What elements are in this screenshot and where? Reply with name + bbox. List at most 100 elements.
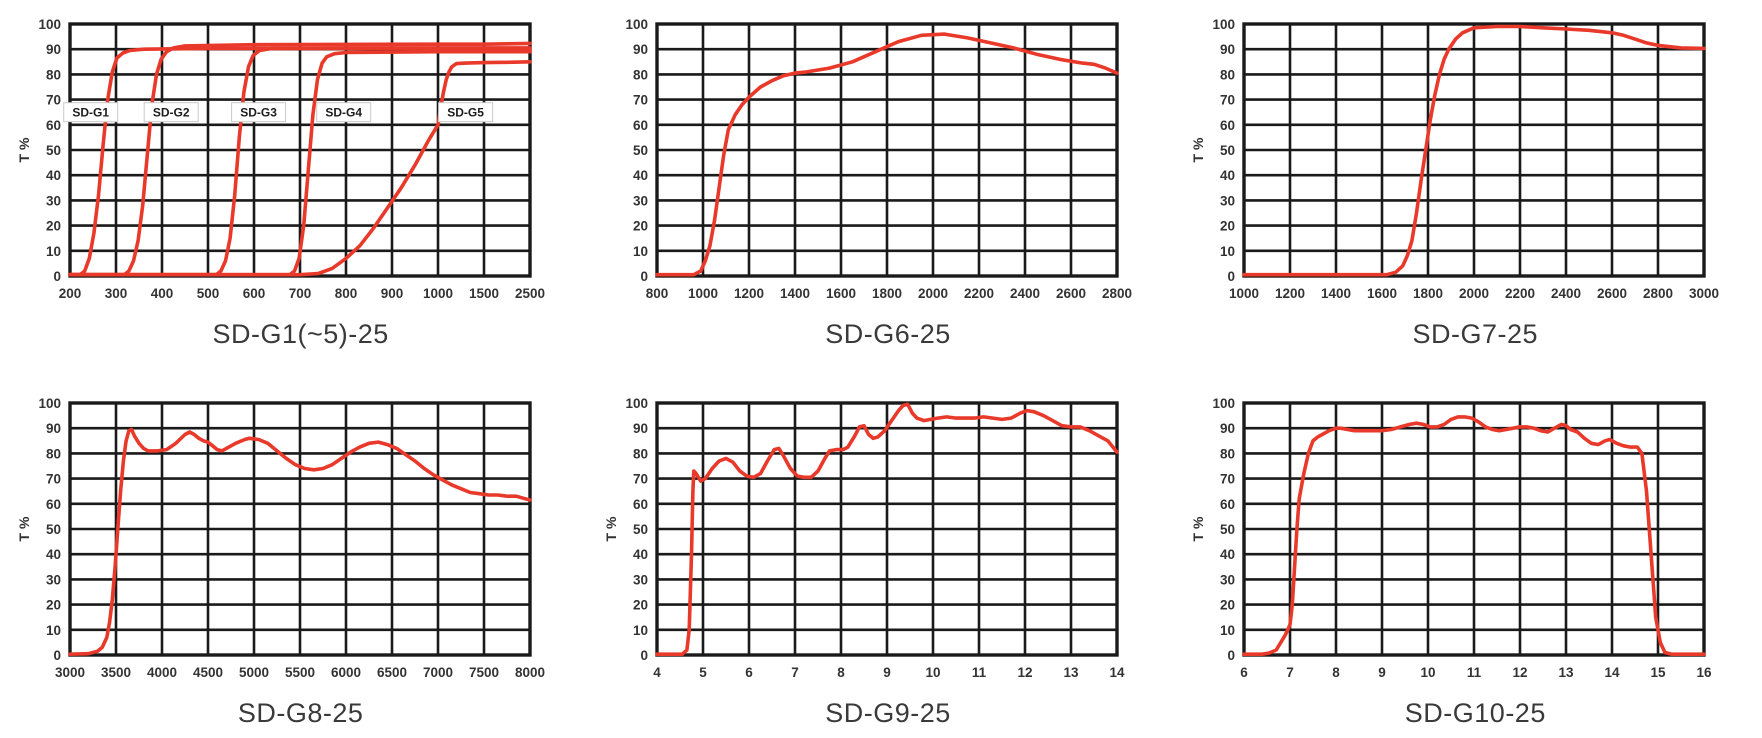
svg-text:20: 20 xyxy=(46,219,61,234)
svg-text:900: 900 xyxy=(380,286,403,301)
svg-text:2600: 2600 xyxy=(1056,286,1086,301)
svg-text:30: 30 xyxy=(46,193,61,208)
svg-text:20: 20 xyxy=(1220,219,1235,234)
svg-text:7: 7 xyxy=(1287,665,1295,680)
svg-text:8: 8 xyxy=(1333,665,1341,680)
svg-text:4500: 4500 xyxy=(193,665,223,680)
chart-title-sd-g10-25: SD-G10-25 xyxy=(1404,698,1546,728)
svg-text:SD-G5: SD-G5 xyxy=(447,106,484,120)
svg-text:30: 30 xyxy=(633,572,648,587)
svg-text:12: 12 xyxy=(1017,665,1032,680)
chart-panel-sd-g7-25: 0 10 20 30 40 50 60 70 80 90 100 1000 1200 1400 1600 18… xyxy=(1175,0,1762,369)
svg-text:80: 80 xyxy=(46,446,61,461)
svg-text:70: 70 xyxy=(1220,93,1235,108)
svg-text:14: 14 xyxy=(1109,665,1125,680)
svg-text:T %: T % xyxy=(1190,516,1206,541)
svg-text:20: 20 xyxy=(633,598,648,613)
svg-text:1000: 1000 xyxy=(1229,286,1259,301)
svg-text:6500: 6500 xyxy=(377,665,407,680)
svg-text:80: 80 xyxy=(1220,446,1235,461)
chart-panel-sd-g8-25: 0 10 20 30 40 50 60 70 80 90 100 3000 3500 4000 4500 50… xyxy=(0,369,587,738)
chart-panel-sd-g6-25: 0 10 20 30 40 50 60 70 80 90 100 800 1000 1200 1400 160… xyxy=(587,0,1174,369)
svg-text:50: 50 xyxy=(633,143,648,158)
svg-text:SD-G3: SD-G3 xyxy=(240,106,277,120)
svg-text:400: 400 xyxy=(150,286,173,301)
svg-text:60: 60 xyxy=(46,118,61,133)
svg-text:2000: 2000 xyxy=(918,286,948,301)
svg-text:100: 100 xyxy=(625,17,648,32)
svg-text:1400: 1400 xyxy=(1321,286,1351,301)
svg-text:40: 40 xyxy=(1220,168,1235,183)
svg-text:100: 100 xyxy=(1213,396,1236,411)
svg-text:0: 0 xyxy=(640,648,648,663)
chart-title-sd-g9-25: SD-G9-25 xyxy=(825,698,951,728)
svg-text:20: 20 xyxy=(633,219,648,234)
chart-title-sd-g7-25: SD-G7-25 xyxy=(1412,319,1539,349)
svg-text:T %: T % xyxy=(1190,137,1206,162)
svg-text:2200: 2200 xyxy=(964,286,994,301)
svg-text:1000: 1000 xyxy=(688,286,718,301)
svg-text:10: 10 xyxy=(1220,244,1235,259)
svg-text:10: 10 xyxy=(1421,665,1436,680)
svg-text:7500: 7500 xyxy=(469,665,499,680)
svg-text:2200: 2200 xyxy=(1505,286,1535,301)
chart-panel-sd-g9-25: 0 10 20 30 40 50 60 70 80 90 100 4 5 6 7 8 9 10 11 12 13 14 T … xyxy=(587,369,1174,738)
svg-text:20: 20 xyxy=(46,598,61,613)
svg-text:14: 14 xyxy=(1605,665,1621,680)
svg-text:40: 40 xyxy=(1220,547,1235,562)
svg-text:50: 50 xyxy=(1220,143,1235,158)
svg-text:300: 300 xyxy=(104,286,127,301)
chart-panel-sd-g1-5-25: 0 10 20 30 40 50 60 70 80 90 100 200 300 400 500 600 700… xyxy=(0,0,587,369)
svg-text:2800: 2800 xyxy=(1643,286,1673,301)
svg-text:10: 10 xyxy=(1220,623,1235,638)
chart-title-sd-g8-25: SD-G8-25 xyxy=(237,698,364,728)
chart-sd-g10-25: 0 10 20 30 40 50 60 70 80 90 100 6 7 8 9 10 11 12 13 14 15 16… xyxy=(1190,396,1713,680)
svg-text:60: 60 xyxy=(1220,118,1235,133)
svg-text:60: 60 xyxy=(1220,497,1235,512)
svg-text:90: 90 xyxy=(46,421,61,436)
svg-text:6000: 6000 xyxy=(331,665,361,680)
svg-text:30: 30 xyxy=(46,572,61,587)
svg-text:500: 500 xyxy=(196,286,219,301)
svg-text:9: 9 xyxy=(1379,665,1387,680)
svg-text:SD-G2: SD-G2 xyxy=(153,106,190,120)
svg-text:700: 700 xyxy=(288,286,311,301)
svg-text:15: 15 xyxy=(1651,665,1667,680)
svg-text:8000: 8000 xyxy=(515,665,545,680)
svg-text:0: 0 xyxy=(640,269,648,284)
svg-text:0: 0 xyxy=(1228,269,1236,284)
svg-text:80: 80 xyxy=(46,67,61,82)
svg-text:0: 0 xyxy=(53,648,61,663)
svg-text:1800: 1800 xyxy=(1413,286,1443,301)
svg-text:20: 20 xyxy=(1220,598,1235,613)
svg-text:50: 50 xyxy=(1220,522,1235,537)
svg-text:0: 0 xyxy=(53,269,61,284)
svg-text:40: 40 xyxy=(633,547,648,562)
svg-text:11: 11 xyxy=(1467,665,1482,680)
svg-text:5500: 5500 xyxy=(285,665,315,680)
svg-text:10: 10 xyxy=(633,623,648,638)
svg-text:SD-G1: SD-G1 xyxy=(72,106,109,120)
svg-text:16: 16 xyxy=(1697,665,1713,680)
svg-text:70: 70 xyxy=(633,472,648,487)
svg-text:80: 80 xyxy=(1220,67,1235,82)
svg-text:80: 80 xyxy=(633,67,648,82)
svg-text:2500: 2500 xyxy=(515,286,545,301)
svg-text:3500: 3500 xyxy=(101,665,131,680)
svg-text:1600: 1600 xyxy=(826,286,856,301)
svg-text:6: 6 xyxy=(745,665,753,680)
chart-title-sd-g6-25: SD-G6-25 xyxy=(825,319,951,349)
svg-text:3000: 3000 xyxy=(1689,286,1719,301)
svg-text:13: 13 xyxy=(1559,665,1575,680)
svg-text:0: 0 xyxy=(1228,648,1236,663)
svg-text:2600: 2600 xyxy=(1597,286,1627,301)
svg-text:50: 50 xyxy=(46,522,61,537)
svg-text:600: 600 xyxy=(242,286,265,301)
svg-text:100: 100 xyxy=(625,396,648,411)
svg-text:9: 9 xyxy=(883,665,891,680)
chart-sd-g8-25: 0 10 20 30 40 50 60 70 80 90 100 3000 3500 4000 4500 50… xyxy=(16,396,545,680)
svg-text:8: 8 xyxy=(837,665,845,680)
svg-text:40: 40 xyxy=(46,547,61,562)
svg-text:T %: T % xyxy=(16,516,32,541)
